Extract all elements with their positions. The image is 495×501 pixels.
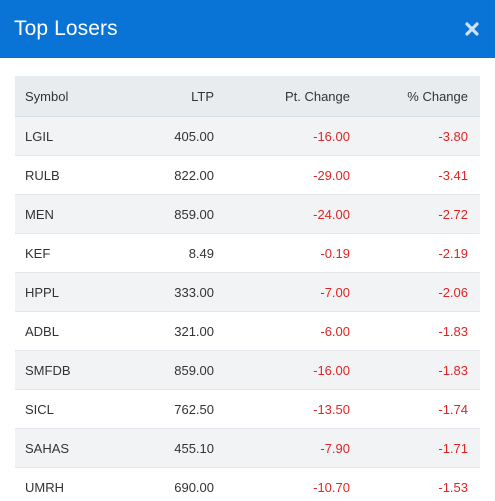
symbol-cell: UMRH bbox=[15, 467, 120, 501]
table-row[interactable]: SICL 762.50 -13.50 -1.74 bbox=[15, 389, 480, 429]
table-row[interactable]: SMFDB 859.00 -16.00 -1.83 bbox=[15, 350, 480, 390]
pt-change-cell: -16.00 bbox=[214, 350, 350, 390]
modal-header: Top Losers bbox=[0, 0, 495, 58]
table-row[interactable]: KEF 8.49 -0.19 -2.19 bbox=[15, 233, 480, 273]
pt-change-cell: -24.00 bbox=[214, 194, 350, 234]
pt-change-cell: -7.00 bbox=[214, 272, 350, 312]
ltp-cell: 405.00 bbox=[120, 116, 214, 156]
pct-change-cell: -1.83 bbox=[350, 350, 480, 390]
pt-change-cell: -6.00 bbox=[214, 311, 350, 351]
symbol-cell: KEF bbox=[15, 233, 120, 273]
column-header-pt-change[interactable]: Pt. Change bbox=[214, 76, 350, 117]
symbol-cell: MEN bbox=[15, 194, 120, 234]
modal-title: Top Losers bbox=[14, 17, 118, 40]
table-row[interactable]: HPPL 333.00 -7.00 -2.06 bbox=[15, 272, 480, 312]
table-row[interactable]: LGIL 405.00 -16.00 -3.80 bbox=[15, 116, 480, 156]
table-row[interactable]: UMRH 690.00 -10.70 -1.53 bbox=[15, 467, 480, 501]
symbol-cell: SAHAS bbox=[15, 428, 120, 468]
table-row[interactable]: ADBL 321.00 -6.00 -1.83 bbox=[15, 311, 480, 351]
table-row[interactable]: MEN 859.00 -24.00 -2.72 bbox=[15, 194, 480, 234]
table-row[interactable]: SAHAS 455.10 -7.90 -1.71 bbox=[15, 428, 480, 468]
pct-change-cell: -1.71 bbox=[350, 428, 480, 468]
pt-change-cell: -29.00 bbox=[214, 155, 350, 195]
column-header-pct-change[interactable]: % Change bbox=[350, 76, 480, 117]
ltp-cell: 321.00 bbox=[120, 311, 214, 351]
pt-change-cell: -16.00 bbox=[214, 116, 350, 156]
ltp-cell: 8.49 bbox=[120, 233, 214, 273]
pct-change-cell: -3.80 bbox=[350, 116, 480, 156]
symbol-cell: SICL bbox=[15, 389, 120, 429]
pct-change-cell: -1.74 bbox=[350, 389, 480, 429]
pct-change-cell: -3.41 bbox=[350, 155, 480, 195]
ltp-cell: 859.00 bbox=[120, 194, 214, 234]
ltp-cell: 690.00 bbox=[120, 467, 214, 501]
modal-body: Symbol LTP Pt. Change % Change LGIL 405.0… bbox=[0, 58, 495, 501]
ltp-cell: 762.50 bbox=[120, 389, 214, 429]
symbol-cell: LGIL bbox=[15, 116, 120, 156]
symbol-cell: RULB bbox=[15, 155, 120, 195]
ltp-cell: 859.00 bbox=[120, 350, 214, 390]
pt-change-cell: -7.90 bbox=[214, 428, 350, 468]
close-icon bbox=[465, 22, 479, 36]
ltp-cell: 822.00 bbox=[120, 155, 214, 195]
pct-change-cell: -1.53 bbox=[350, 467, 480, 501]
table-row[interactable]: RULB 822.00 -29.00 -3.41 bbox=[15, 155, 480, 195]
pt-change-cell: -0.19 bbox=[214, 233, 350, 273]
close-button[interactable] bbox=[461, 18, 483, 40]
pt-change-cell: -10.70 bbox=[214, 467, 350, 501]
table-header-row: Symbol LTP Pt. Change % Change bbox=[15, 76, 480, 117]
pt-change-cell: -13.50 bbox=[214, 389, 350, 429]
losers-table: Symbol LTP Pt. Change % Change LGIL 405.0… bbox=[15, 76, 480, 501]
symbol-cell: SMFDB bbox=[15, 350, 120, 390]
pct-change-cell: -2.19 bbox=[350, 233, 480, 273]
pct-change-cell: -2.72 bbox=[350, 194, 480, 234]
ltp-cell: 455.10 bbox=[120, 428, 214, 468]
column-header-ltp[interactable]: LTP bbox=[120, 76, 214, 117]
symbol-cell: ADBL bbox=[15, 311, 120, 351]
symbol-cell: HPPL bbox=[15, 272, 120, 312]
pct-change-cell: -1.83 bbox=[350, 311, 480, 351]
pct-change-cell: -2.06 bbox=[350, 272, 480, 312]
ltp-cell: 333.00 bbox=[120, 272, 214, 312]
column-header-symbol[interactable]: Symbol bbox=[15, 76, 120, 117]
